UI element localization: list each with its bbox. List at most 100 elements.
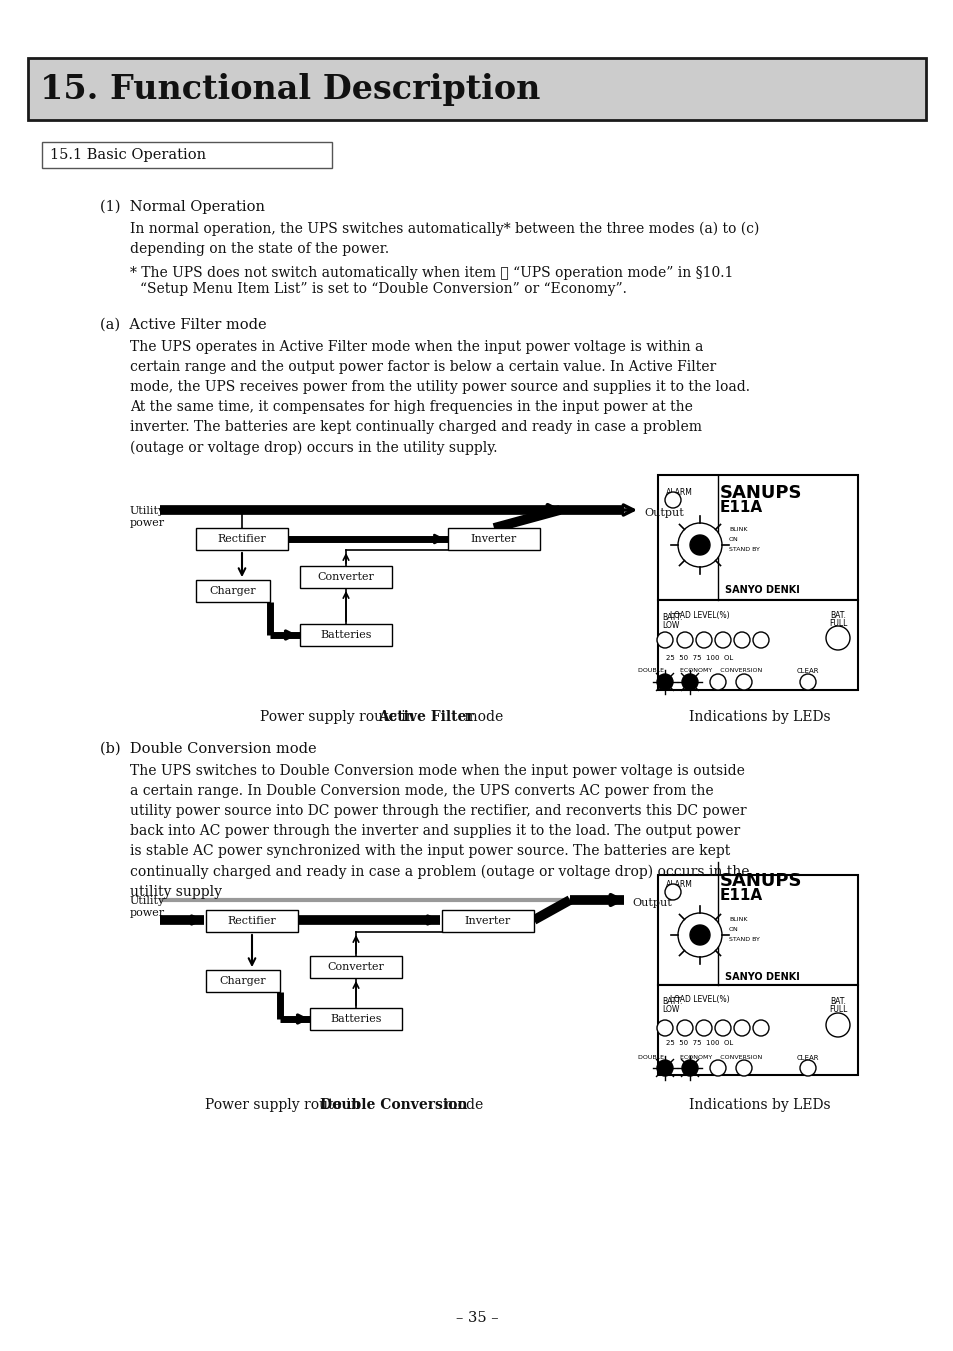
Bar xyxy=(28,58,925,120)
Text: DOUBLE        ECONOMY    CONVERSION: DOUBLE ECONOMY CONVERSION xyxy=(638,1055,761,1061)
Text: Active Filter: Active Filter xyxy=(377,711,473,724)
Text: Rectifier: Rectifier xyxy=(217,534,266,544)
Text: E11A: E11A xyxy=(720,888,762,902)
Text: power: power xyxy=(130,517,165,528)
Text: Batteries: Batteries xyxy=(320,630,372,640)
Text: LOW: LOW xyxy=(661,621,679,630)
Bar xyxy=(658,600,857,690)
Text: CLEAR: CLEAR xyxy=(796,667,819,674)
Circle shape xyxy=(825,1013,849,1038)
Text: Indications by LEDs: Indications by LEDs xyxy=(688,1098,830,1112)
Circle shape xyxy=(678,523,721,567)
Circle shape xyxy=(657,1020,672,1036)
Text: SANYO DENKI: SANYO DENKI xyxy=(724,585,799,594)
Text: Rectifier: Rectifier xyxy=(228,916,276,925)
Bar xyxy=(310,957,401,978)
Circle shape xyxy=(714,632,730,648)
Text: LOW: LOW xyxy=(661,1005,679,1015)
Circle shape xyxy=(681,674,698,690)
Text: mode: mode xyxy=(459,711,503,724)
Text: Output: Output xyxy=(631,898,671,908)
Circle shape xyxy=(681,1061,698,1075)
Text: SANUPS: SANUPS xyxy=(720,484,801,503)
Text: ON: ON xyxy=(728,927,738,932)
Bar xyxy=(42,142,332,168)
Text: (a)  Active Filter mode: (a) Active Filter mode xyxy=(100,317,266,332)
Circle shape xyxy=(689,535,709,555)
Circle shape xyxy=(752,1020,768,1036)
Text: Converter: Converter xyxy=(317,571,374,582)
Text: Power supply route in: Power supply route in xyxy=(205,1098,364,1112)
Text: ON: ON xyxy=(728,536,738,542)
Text: FULL: FULL xyxy=(828,619,846,628)
Circle shape xyxy=(752,632,768,648)
Circle shape xyxy=(677,632,692,648)
Text: 15.1 Basic Operation: 15.1 Basic Operation xyxy=(50,149,206,162)
Text: 25  50  75  100  OL: 25 50 75 100 OL xyxy=(666,1040,733,1046)
Text: The UPS operates in Active Filter mode when the input power voltage is within a
: The UPS operates in Active Filter mode w… xyxy=(130,340,749,455)
Text: BAT.: BAT. xyxy=(829,997,845,1006)
Text: (b)  Double Conversion mode: (b) Double Conversion mode xyxy=(100,742,316,757)
Text: BLINK: BLINK xyxy=(728,527,747,532)
Circle shape xyxy=(657,1061,672,1075)
Text: In normal operation, the UPS switches automatically* between the three modes (a): In normal operation, the UPS switches au… xyxy=(130,222,759,257)
Text: Utility: Utility xyxy=(130,896,165,907)
Text: DOUBLE        ECONOMY    CONVERSION: DOUBLE ECONOMY CONVERSION xyxy=(638,667,761,673)
Text: Charger: Charger xyxy=(219,975,266,986)
Bar xyxy=(658,875,857,985)
Circle shape xyxy=(657,674,672,690)
Text: (1)  Normal Operation: (1) Normal Operation xyxy=(100,200,265,215)
Bar xyxy=(441,911,534,932)
Text: SANUPS: SANUPS xyxy=(720,871,801,890)
Bar xyxy=(195,528,288,550)
Bar xyxy=(299,566,392,588)
Text: BAT.: BAT. xyxy=(829,611,845,620)
Text: Converter: Converter xyxy=(327,962,384,971)
Text: Power supply route in: Power supply route in xyxy=(260,711,418,724)
Text: mode: mode xyxy=(439,1098,483,1112)
Text: 15. Functional Description: 15. Functional Description xyxy=(40,73,539,105)
Circle shape xyxy=(689,925,709,944)
Circle shape xyxy=(800,674,815,690)
Circle shape xyxy=(696,632,711,648)
Text: E11A: E11A xyxy=(720,500,762,515)
Text: CLEAR: CLEAR xyxy=(796,1055,819,1061)
Circle shape xyxy=(800,1061,815,1075)
Bar xyxy=(206,970,280,992)
Text: ALARM: ALARM xyxy=(665,880,692,889)
Text: Batteries: Batteries xyxy=(330,1015,381,1024)
Circle shape xyxy=(733,632,749,648)
Text: BATT.: BATT. xyxy=(661,613,681,621)
Bar xyxy=(658,476,857,600)
Circle shape xyxy=(696,1020,711,1036)
Text: BLINK: BLINK xyxy=(728,917,747,921)
Text: SANYO DENKI: SANYO DENKI xyxy=(724,971,799,982)
Circle shape xyxy=(714,1020,730,1036)
Text: Double Conversion: Double Conversion xyxy=(319,1098,467,1112)
Circle shape xyxy=(657,632,672,648)
Circle shape xyxy=(664,492,680,508)
Bar xyxy=(299,624,392,646)
Circle shape xyxy=(709,1061,725,1075)
Circle shape xyxy=(735,1061,751,1075)
Text: STAND BY: STAND BY xyxy=(728,547,760,553)
Text: BATT.: BATT. xyxy=(661,997,681,1006)
Text: FULL: FULL xyxy=(828,1005,846,1015)
Bar xyxy=(206,911,297,932)
Text: Output: Output xyxy=(643,508,683,517)
Text: Utility: Utility xyxy=(130,507,165,516)
Text: 25  50  75  100  OL: 25 50 75 100 OL xyxy=(666,655,733,661)
Circle shape xyxy=(733,1020,749,1036)
Text: * The UPS does not switch automatically when item ① “UPS operation mode” in §10.: * The UPS does not switch automatically … xyxy=(130,266,733,280)
Text: Charger: Charger xyxy=(210,586,256,596)
Text: Inverter: Inverter xyxy=(464,916,511,925)
Text: power: power xyxy=(130,908,165,917)
Circle shape xyxy=(678,913,721,957)
Text: “Setup Menu Item List” is set to “Double Conversion” or “Economy”.: “Setup Menu Item List” is set to “Double… xyxy=(140,282,626,296)
Circle shape xyxy=(825,626,849,650)
Bar xyxy=(310,1008,401,1029)
Text: LOAD LEVEL(%): LOAD LEVEL(%) xyxy=(670,994,729,1004)
Text: ALARM: ALARM xyxy=(665,488,692,497)
Text: The UPS switches to Double Conversion mode when the input power voltage is outsi: The UPS switches to Double Conversion mo… xyxy=(130,765,749,898)
Circle shape xyxy=(735,674,751,690)
